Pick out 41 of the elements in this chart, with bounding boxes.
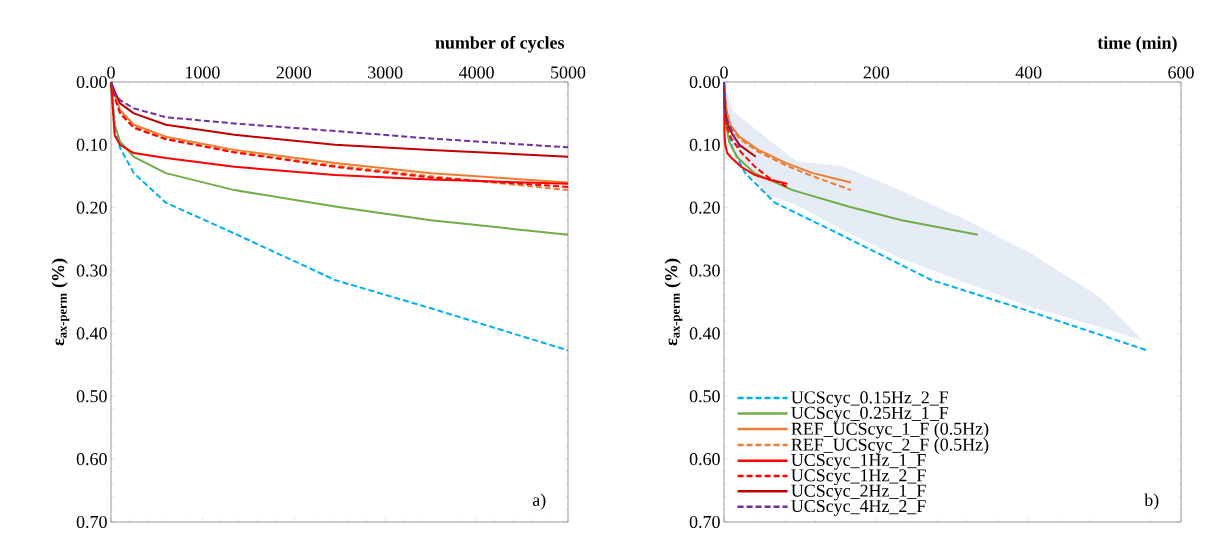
legend-label: UCScyc_0.25Hz_1_F: [791, 406, 949, 423]
annotation: a): [532, 493, 546, 510]
x-tick-label: 5000: [551, 66, 586, 79]
annotation: b): [1144, 493, 1159, 510]
x-tick-label: 4000: [459, 66, 494, 79]
legend-label: UCScyc_0.15Hz_2_F: [791, 391, 949, 408]
y-tick-label: 0.70: [689, 515, 720, 529]
y-tick-label: 0.00: [76, 75, 107, 89]
x-tick-label: 2000: [276, 66, 312, 79]
y-tick-label: 0.00: [689, 75, 720, 89]
legend-label: UCScyc_2Hz_1_F: [791, 484, 926, 501]
x-tick-label: 3000: [368, 66, 403, 79]
y-tick-label: 0.60: [689, 453, 720, 466]
y-tick-label: 0.40: [76, 327, 107, 340]
y-tick-label: 0.50: [689, 390, 720, 403]
y-tick-label: 0.30: [689, 264, 720, 277]
y-tick-label: 0.40: [689, 327, 720, 340]
x-tick-label: 1000: [186, 66, 220, 79]
legend-label: REF_UCScyc_2_F (0.5Hz): [791, 438, 989, 455]
legend-label: UCScyc_4Hz_2_F: [791, 500, 926, 516]
y-tick-label: 0.20: [76, 201, 107, 214]
x-axis-title: time (min): [1097, 36, 1177, 53]
legend-label: UCScyc_1Hz_1_F: [791, 453, 926, 470]
y-tick-label: 0.20: [689, 201, 720, 214]
y-tick-label: 0.70: [76, 515, 107, 529]
y-axis-title: ε$_{ax-perm}$ (%): [51, 258, 70, 346]
legend-label: UCScyc_1Hz_2_F: [791, 469, 926, 486]
line-series: [723, 81, 741, 149]
x-tick-label: 0: [720, 66, 728, 79]
y-tick-label: 0.10: [689, 138, 720, 151]
x-tick-label: 0: [107, 66, 115, 79]
x-axis-title: number of cycles: [435, 35, 565, 53]
x-tick-label: 200: [863, 66, 890, 79]
x-tick-label: 600: [1168, 66, 1194, 79]
x-tick-label: 400: [1015, 66, 1042, 79]
y-tick-label: 0.30: [76, 264, 107, 277]
y-tick-label: 0.50: [76, 390, 107, 403]
y-axis-title: ε$_{ax-perm}$ (%): [664, 258, 683, 346]
legend-label: REF_UCScyc_1_F (0.5Hz): [791, 422, 989, 439]
y-tick-label: 0.10: [76, 138, 107, 151]
y-tick-label: 0.60: [76, 453, 107, 466]
